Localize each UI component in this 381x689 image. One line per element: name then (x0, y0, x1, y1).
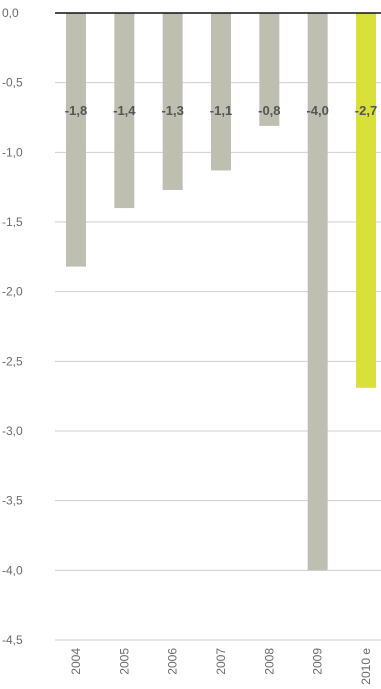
bar (66, 13, 86, 267)
y-tick-label: -4,0 (2, 563, 23, 577)
data-label: -0,8 (258, 103, 280, 118)
gridlines (55, 82, 381, 641)
data-labels: -1,8 -1,4 -1,3 -1,1 -0,8 -4,0 -2,7 (65, 103, 377, 118)
y-tick-label: -1,0 (2, 145, 23, 159)
x-tick-label: 2009 (311, 648, 325, 675)
bars (66, 13, 376, 571)
y-tick-label: -3,0 (2, 424, 23, 438)
bar (356, 13, 376, 388)
y-tick-label: -2,5 (2, 354, 23, 368)
x-tick-label: 2006 (166, 648, 180, 675)
data-label: -1,4 (113, 103, 136, 118)
y-tick-label: -0,5 (2, 76, 23, 90)
x-axis-labels: 2004 2005 2006 2007 2008 2009 2010 e (69, 648, 373, 685)
y-tick-label: -2,0 (2, 285, 23, 299)
data-label: -4,0 (306, 103, 328, 118)
x-tick-label: 2007 (214, 648, 228, 675)
data-label: -2,7 (355, 103, 377, 118)
y-axis-ticks: 0,0 -0,5 -1,0 -1,5 -2,0 -2,5 -3,0 -3,5 -4,0 -4,5 (2, 6, 23, 647)
data-label: -1,8 (65, 103, 87, 118)
y-tick-label: -3,5 (2, 494, 23, 508)
x-tick-label: 2005 (117, 648, 131, 675)
bar (114, 13, 135, 209)
y-tick-label: -1,5 (2, 215, 23, 229)
data-label: -1,1 (210, 103, 232, 118)
bar (307, 13, 328, 571)
y-tick-label: -4,5 (2, 633, 23, 647)
x-tick-label: 2008 (262, 648, 276, 675)
bar (162, 13, 183, 190)
bar (259, 13, 280, 126)
x-tick-label: 2004 (69, 648, 83, 675)
y-tick-label: 0,0 (2, 6, 19, 20)
x-tick-label: 2010 e (359, 648, 373, 685)
bar (211, 13, 231, 171)
data-label: -1,3 (161, 103, 183, 118)
